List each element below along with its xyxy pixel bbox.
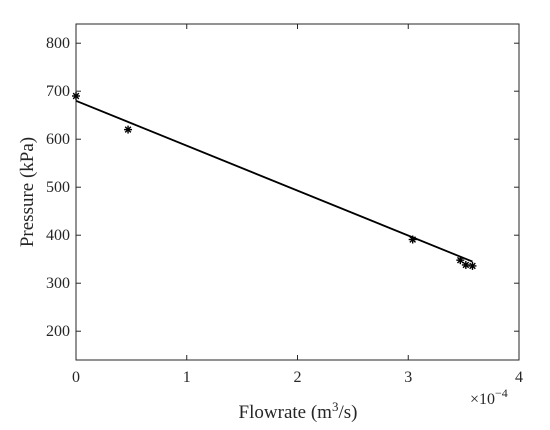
- x-axis-ticks: 0 1 2 3 4: [72, 24, 523, 386]
- y-tick-label: 600: [46, 131, 70, 148]
- y-axis-ticks: 200 300 400 500 600 700 800: [46, 35, 519, 340]
- x-axis-label-superscript: 3: [332, 399, 339, 414]
- x-tick-label: 4: [515, 369, 523, 386]
- x-axis-label: Flowrate (m3/s): [239, 399, 358, 423]
- data-point: [72, 92, 80, 100]
- data-point: [461, 260, 470, 269]
- y-tick-label: 500: [46, 179, 70, 196]
- y-tick-label: 200: [46, 323, 70, 340]
- x-tick-label: 0: [72, 369, 80, 386]
- y-tick-label: 800: [46, 35, 70, 52]
- data-points: [72, 92, 477, 270]
- x-tick-label: 2: [294, 369, 302, 386]
- y-tick-label: 300: [46, 275, 70, 292]
- data-point: [124, 125, 133, 134]
- fit-line: [75, 99, 473, 263]
- data-point: [408, 235, 417, 244]
- data-point: [456, 256, 465, 265]
- x-axis-exponent-power: −4: [495, 386, 508, 400]
- x-axis-exponent: ×10−4: [470, 386, 508, 408]
- data-point: [468, 261, 477, 270]
- x-axis-label-tail: /s): [338, 402, 357, 423]
- x-tick-label: 3: [404, 369, 412, 386]
- y-tick-label: 700: [46, 83, 70, 100]
- y-axis-label: Pressure (kPa): [17, 137, 38, 247]
- x-tick-label: 1: [183, 369, 191, 386]
- plot-area: [75, 23, 520, 361]
- y-tick-label: 400: [46, 227, 70, 244]
- fit-line-group: [75, 99, 473, 263]
